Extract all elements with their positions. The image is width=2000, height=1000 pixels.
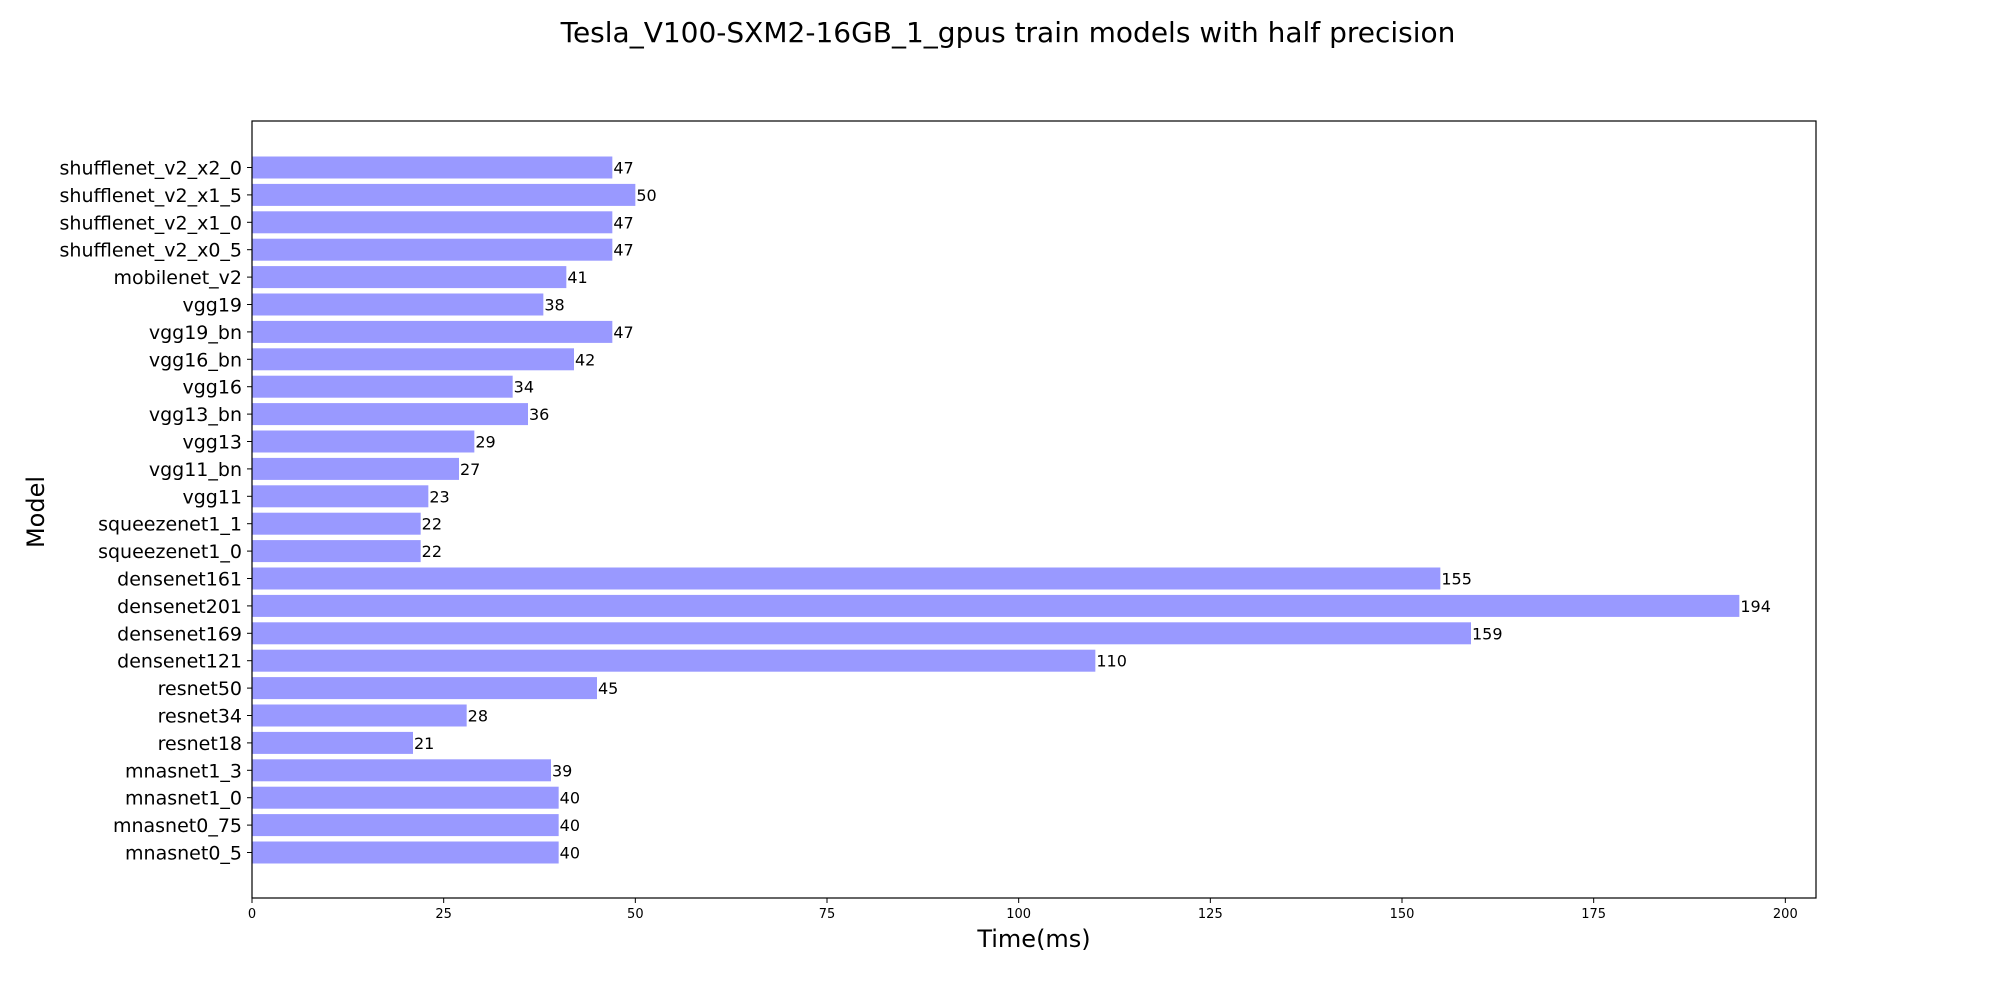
bar-shufflenet-v2-x1-0: [252, 211, 613, 234]
data-label-shufflenet-v2-x1-0: 47: [613, 213, 633, 232]
x-tick-label-0: 0: [248, 907, 256, 922]
bar-shufflenet-v2-x0-5: [252, 238, 613, 261]
data-label-resnet18: 21: [414, 734, 434, 753]
bars-layer: 4750474741384742343629272322221551941591…: [252, 156, 1771, 864]
y-tick-label-shufflenet-v2-x1-0: shufflenet_v2_x1_0: [60, 212, 242, 234]
data-label-vgg19: 38: [544, 296, 564, 315]
y-tick-label-vgg16: vgg16: [182, 377, 242, 399]
plot-frame: [251, 120, 1817, 899]
x-tick-label-50: 50: [627, 907, 644, 922]
x-tick-label-100: 100: [1006, 907, 1031, 922]
y-tick-label-mnasnet0-75: mnasnet0_75: [113, 815, 242, 837]
x-tick-label-25: 25: [435, 907, 452, 922]
bar-mobilenet-v2: [252, 266, 567, 289]
data-label-vgg11-bn: 27: [460, 460, 480, 479]
x-axis: 0 25 50 75 100 125 150 175 200: [248, 898, 1798, 922]
y-tick-label-resnet18: resnet18: [158, 733, 242, 755]
y-tick-label-densenet121: densenet121: [117, 651, 242, 673]
y-tick-label-vgg11-bn: vgg11_bn: [149, 459, 242, 481]
bar-mnasnet0-75: [252, 814, 559, 837]
data-label-vgg16: 34: [514, 378, 534, 397]
data-label-densenet161: 155: [1441, 570, 1472, 589]
y-tick-label-shufflenet-v2-x0-5: shufflenet_v2_x0_5: [60, 240, 242, 262]
bar-vgg16-bn: [252, 348, 574, 371]
bar-vgg13: [252, 430, 475, 453]
bar-mnasnet1-3: [252, 759, 551, 782]
x-tick-label-125: 125: [1198, 907, 1223, 922]
bar-vgg11: [252, 485, 429, 508]
x-tick-label-175: 175: [1581, 907, 1606, 922]
y-tick-label-mobilenet-v2: mobilenet_v2: [114, 267, 242, 289]
data-label-mnasnet1-0: 40: [560, 789, 580, 808]
y-tick-label-densenet161: densenet161: [117, 569, 242, 591]
data-label-shufflenet-v2-x0-5: 47: [613, 241, 633, 260]
data-label-densenet201: 194: [1740, 597, 1771, 616]
data-label-densenet169: 159: [1472, 624, 1503, 643]
bar-mnasnet1-0: [252, 786, 559, 809]
bar-shufflenet-v2-x1-5: [252, 183, 636, 206]
x-tick-label-150: 150: [1390, 907, 1415, 922]
y-tick-label-vgg16-bn: vgg16_bn: [149, 349, 242, 371]
y-tick-label-densenet169: densenet169: [117, 623, 242, 645]
y-tick-label-densenet201: densenet201: [117, 596, 242, 618]
y-tick-label-squeezenet1-0: squeezenet1_0: [98, 541, 242, 563]
y-tick-label-shufflenet-v2-x2-0: shufflenet_v2_x2_0: [60, 158, 242, 180]
y-tick-label-mnasnet1-0: mnasnet1_0: [125, 788, 242, 810]
y-axis: shufflenet_v2_x2_0 shufflenet_v2_x1_5shuf…: [60, 158, 252, 865]
data-label-densenet121: 110: [1096, 652, 1127, 671]
data-label-vgg19-bn: 47: [613, 323, 633, 342]
y-tick-label-mnasnet0-5: mnasnet0_5: [125, 843, 242, 865]
y-tick-label-vgg11: vgg11: [182, 486, 242, 508]
data-label-mnasnet0-5: 40: [560, 844, 580, 863]
data-label-shufflenet-v2-x2-0: 47: [613, 159, 633, 178]
data-label-squeezenet1-1: 22: [422, 515, 442, 534]
chart-title: Tesla_V100-SXM2-16GB_1_gpus train models…: [560, 16, 1456, 49]
data-label-vgg16-bn: 42: [575, 350, 595, 369]
x-tick-label-75: 75: [819, 907, 836, 922]
bar-vgg19-bn: [252, 320, 613, 343]
bar-vgg16: [252, 375, 513, 398]
data-label-mobilenet-v2: 41: [567, 268, 587, 287]
y-tick-label-mnasnet1-3: mnasnet1_3: [125, 760, 242, 782]
data-label-vgg11: 23: [429, 487, 449, 506]
x-axis-label: Time(ms): [976, 925, 1090, 953]
y-tick-label-vgg19-bn: vgg19_bn: [149, 322, 242, 344]
y-tick-label-vgg19: vgg19: [182, 295, 242, 317]
bar-mnasnet0-5: [252, 841, 559, 864]
data-label-squeezenet1-0: 22: [422, 542, 442, 561]
bar-densenet201: [252, 594, 1740, 617]
y-tick-label-vgg13: vgg13: [182, 432, 242, 454]
data-label-vgg13-bn: 36: [529, 405, 549, 424]
data-label-shufflenet-v2-x1-5: 50: [636, 186, 656, 205]
y-tick-label-resnet50: resnet50: [158, 678, 242, 700]
y-tick-label-resnet34: resnet34: [158, 706, 242, 728]
y-tick-label-vgg13-bn: vgg13_bn: [149, 404, 242, 426]
data-label-mnasnet0-75: 40: [560, 816, 580, 835]
x-tick-label-200: 200: [1773, 907, 1798, 922]
data-label-resnet34: 28: [468, 707, 488, 726]
bar-resnet34: [252, 704, 467, 727]
bar-resnet50: [252, 677, 597, 700]
data-label-vgg13: 29: [475, 433, 495, 452]
y-axis-label: Model: [22, 476, 50, 548]
data-label-mnasnet1-3: 39: [552, 761, 572, 780]
bar-resnet18: [252, 731, 413, 754]
bar-densenet121: [252, 649, 1096, 672]
bar-vgg13-bn: [252, 403, 528, 426]
y-tick-label-shufflenet-v2-x1-5: shufflenet_v2_x1_5: [60, 185, 242, 207]
bar-densenet169: [252, 622, 1471, 645]
y-tick-label-squeezenet1-1: squeezenet1_1: [98, 514, 242, 536]
bar-squeezenet1-1: [252, 512, 421, 535]
bar-squeezenet1-0: [252, 540, 421, 563]
bar-shufflenet-v2-x2-0: [252, 156, 613, 179]
bar-vgg19: [252, 293, 544, 316]
data-label-resnet50: 45: [598, 679, 618, 698]
bar-densenet161: [252, 567, 1441, 590]
bar-vgg11-bn: [252, 457, 459, 480]
